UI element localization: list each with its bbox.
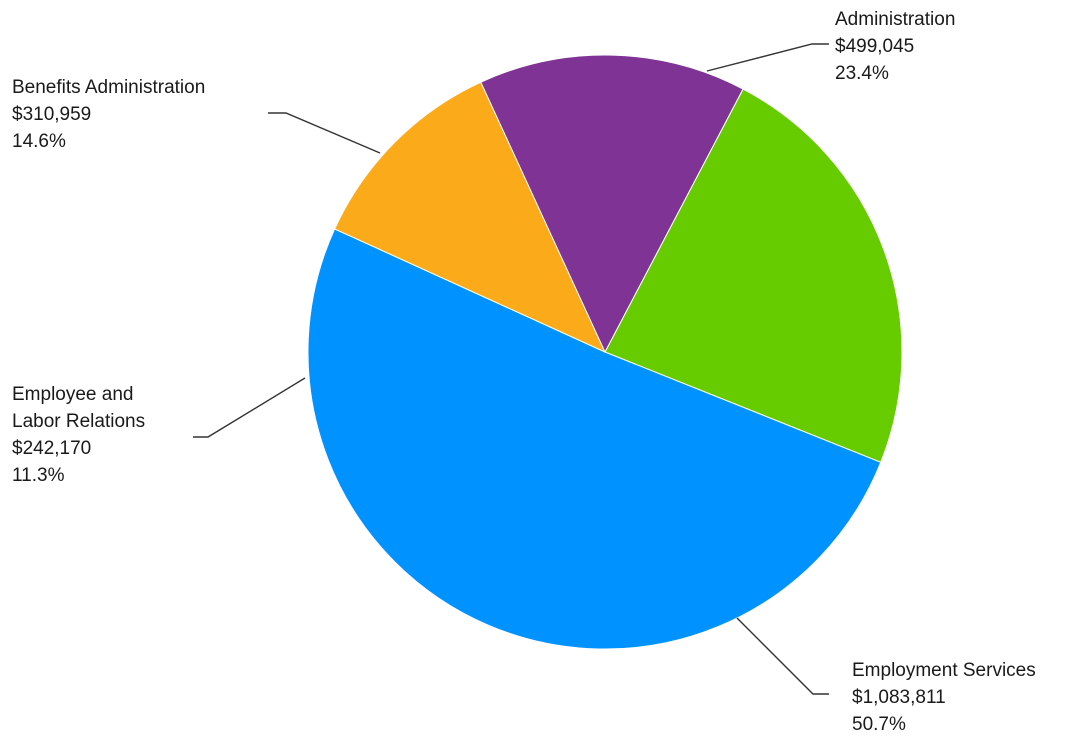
slice-label-employee-and-labor-relations: Employee and Labor Relations $242,170 11.3%: [12, 384, 145, 486]
pie-slice-employee-and-labor-relations: [334, 81, 607, 354]
pie-slice-employment-services: [307, 228, 882, 650]
leader-line-benefits-administration: [268, 112, 381, 154]
slice-label-value: $242,170: [12, 438, 91, 459]
slice-label-value: $1,083,811: [852, 687, 946, 708]
slice-label-name: Employment Services: [852, 660, 1036, 681]
slice-label-value: $310,959: [12, 104, 91, 125]
slice-label-percent: 23.4%: [835, 63, 889, 84]
slice-label-percent: 11.3%: [12, 465, 65, 486]
slice-label-employment-services: Employment Services $1,083,811 50.7%: [852, 660, 1036, 735]
pie-slices: [307, 54, 903, 650]
slice-label-name: Administration: [835, 9, 955, 30]
leader-lines: [193, 43, 829, 695]
slice-label-administration: Administration $499,045 23.4%: [835, 9, 955, 84]
leader-line-employment-services: [736, 617, 829, 695]
slice-label-benefits-administration: Benefits Administration $310,959 14.6%: [12, 77, 205, 152]
slice-label-percent: 14.6%: [12, 131, 66, 152]
leader-line-employee-and-labor-relations: [193, 377, 306, 438]
slice-label-name: Employee and: [12, 384, 133, 405]
slice-labels: Administration $499,045 23.4% Employment Se…: [12, 9, 1036, 735]
slice-label-value: $499,045: [835, 36, 914, 57]
slice-label-name: Benefits Administration: [12, 77, 205, 98]
pie-slice-administration: [604, 88, 903, 463]
slice-label-percent: 50.7%: [852, 714, 906, 735]
leader-line-administration: [706, 43, 829, 72]
slice-label-name: Labor Relations: [12, 411, 145, 432]
pie-slice-benefits-administration: [480, 54, 744, 354]
